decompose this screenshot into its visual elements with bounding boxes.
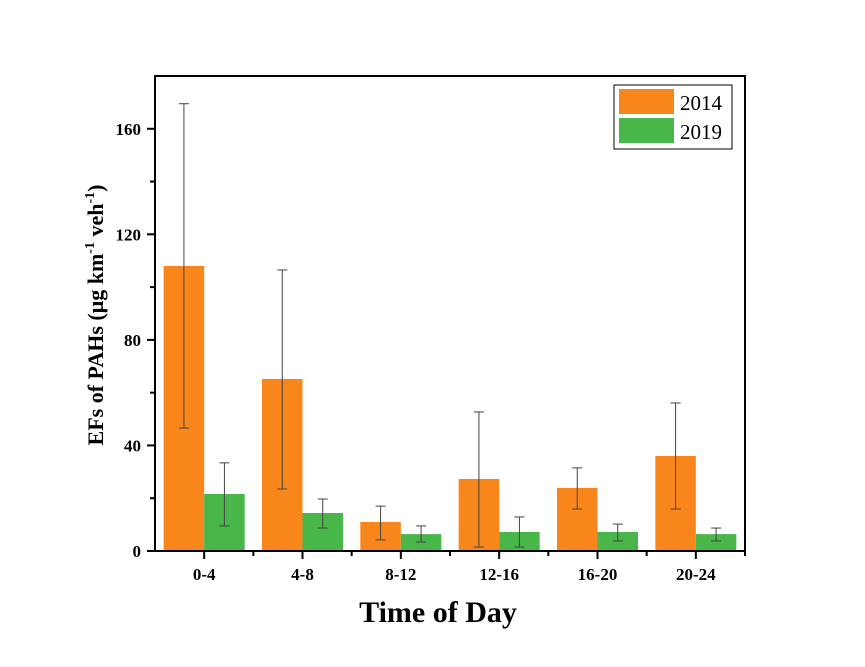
- legend-swatch-2014: [619, 89, 674, 114]
- x-tick-label: 0-4: [193, 565, 216, 584]
- x-tick-label: 16-20: [578, 565, 618, 584]
- bar-2019-8-12: [400, 534, 442, 551]
- y-axis-label: EFs of PAHs (μg km-1 veh-1): [83, 185, 108, 446]
- x-tick-label: 20-24: [676, 565, 716, 584]
- x-tick-label: 8-12: [385, 565, 416, 584]
- x-axis-label: Time of Day: [359, 596, 517, 629]
- legend-label-2019: 2019: [680, 120, 722, 144]
- bar-2019-20-24: [695, 534, 737, 551]
- legend: 2014 2019: [613, 84, 733, 150]
- bar-2019-16-20: [597, 532, 638, 551]
- plot-frame: [154, 75, 746, 552]
- y-tick-label: 40: [124, 436, 141, 455]
- y-tick-label: 80: [124, 331, 141, 350]
- y-tick-label: 0: [133, 542, 142, 561]
- x-tick-label: 4-8: [291, 565, 314, 584]
- y-tick-label: 120: [116, 225, 142, 244]
- legend-label-2014: 2014: [680, 91, 723, 115]
- y-tick-label: 160: [116, 120, 142, 139]
- legend-swatch-2019: [619, 118, 674, 143]
- x-tick-label: 12-16: [479, 565, 519, 584]
